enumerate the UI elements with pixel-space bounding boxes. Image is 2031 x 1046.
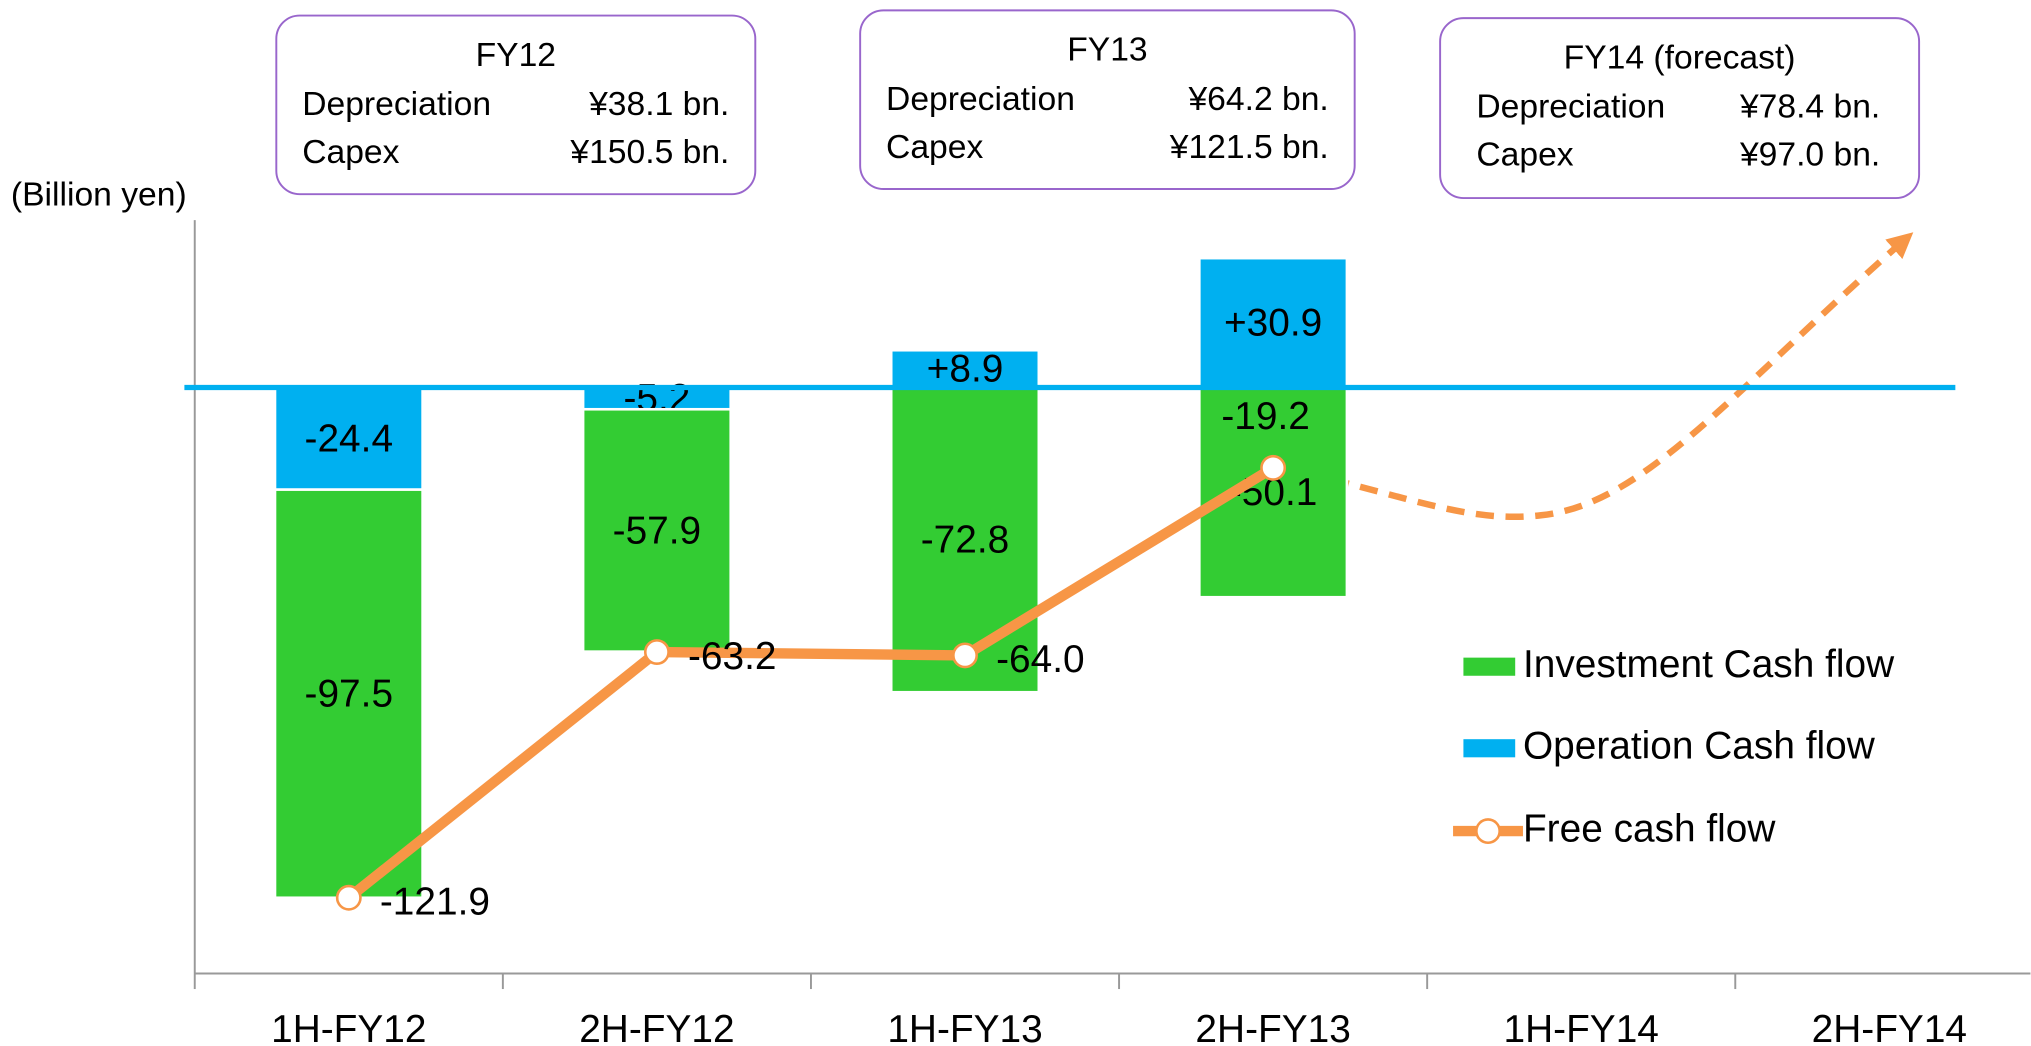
data-label: -72.8	[921, 519, 1010, 562]
annotation-box	[859, 9, 1356, 190]
line-point	[1260, 454, 1287, 481]
annotation-label: Depreciation	[1476, 89, 1665, 126]
data-label: -19.2	[1221, 395, 1310, 438]
data-label: +30.9	[1224, 302, 1322, 345]
legend-swatch	[1463, 739, 1516, 758]
forecast-arrow	[1272, 232, 1914, 521]
annotation-value: ¥97.0 bn.	[1739, 137, 1880, 174]
legend-label: Free cash flow	[1523, 807, 1776, 850]
data-label: -121.9	[380, 880, 490, 923]
bar-segment	[273, 386, 424, 491]
legend-swatch	[1463, 657, 1516, 676]
x-tick-label: 1H-FY14	[1504, 1008, 1659, 1046]
bar-segment	[273, 488, 424, 900]
legend-label: Operation Cash flow	[1523, 725, 1876, 768]
data-label: -63.2	[688, 635, 777, 678]
data-label: -97.5	[305, 673, 394, 716]
annotation-label: Depreciation	[886, 81, 1075, 118]
legend-label: Investment Cash flow	[1523, 643, 1895, 686]
line-point	[643, 639, 670, 665]
annotation-value: ¥121.5 bn.	[1169, 129, 1329, 166]
annotation-label: Depreciation	[302, 86, 491, 123]
annotation-value: ¥38.1 bn.	[588, 86, 729, 123]
x-tick-label: 2H-FY13	[1195, 1008, 1350, 1046]
annotation-label: Capex	[302, 134, 399, 171]
data-label: -24.4	[305, 417, 394, 460]
annotation-value: ¥150.5 bn.	[569, 134, 729, 171]
annotation-title: FY12	[476, 37, 556, 74]
x-tick-label: 2H-FY14	[1812, 1008, 1967, 1046]
x-tick-label: 2H-FY12	[579, 1008, 734, 1046]
line-point	[952, 642, 978, 669]
x-tick-label: 1H-FY13	[887, 1008, 1042, 1046]
annotation-label: Capex	[886, 129, 983, 166]
x-tick-label: 1H-FY12	[271, 1008, 426, 1046]
bar-segment	[581, 407, 732, 653]
annotation-title: FY13	[1067, 32, 1147, 69]
data-label: -57.9	[613, 509, 702, 552]
data-label: -64.0	[996, 638, 1085, 681]
line-series	[345, 463, 1276, 902]
annotation-label: Capex	[1476, 137, 1573, 174]
annotation-box	[1439, 17, 1921, 200]
annotation-value: ¥78.4 bn.	[1739, 89, 1880, 126]
annotation-value: ¥64.2 bn.	[1187, 81, 1328, 118]
data-label: +8.9	[927, 348, 1004, 391]
bar-segment	[889, 348, 1041, 389]
legend-swatch	[1475, 818, 1501, 845]
bar-segment	[889, 386, 1041, 694]
annotation-title: FY14 (forecast)	[1564, 39, 1796, 76]
bar-segment	[1198, 256, 1349, 389]
annotation-box	[275, 14, 757, 196]
y-axis-label: (Billion yen)	[11, 177, 187, 214]
line-point	[335, 884, 362, 911]
